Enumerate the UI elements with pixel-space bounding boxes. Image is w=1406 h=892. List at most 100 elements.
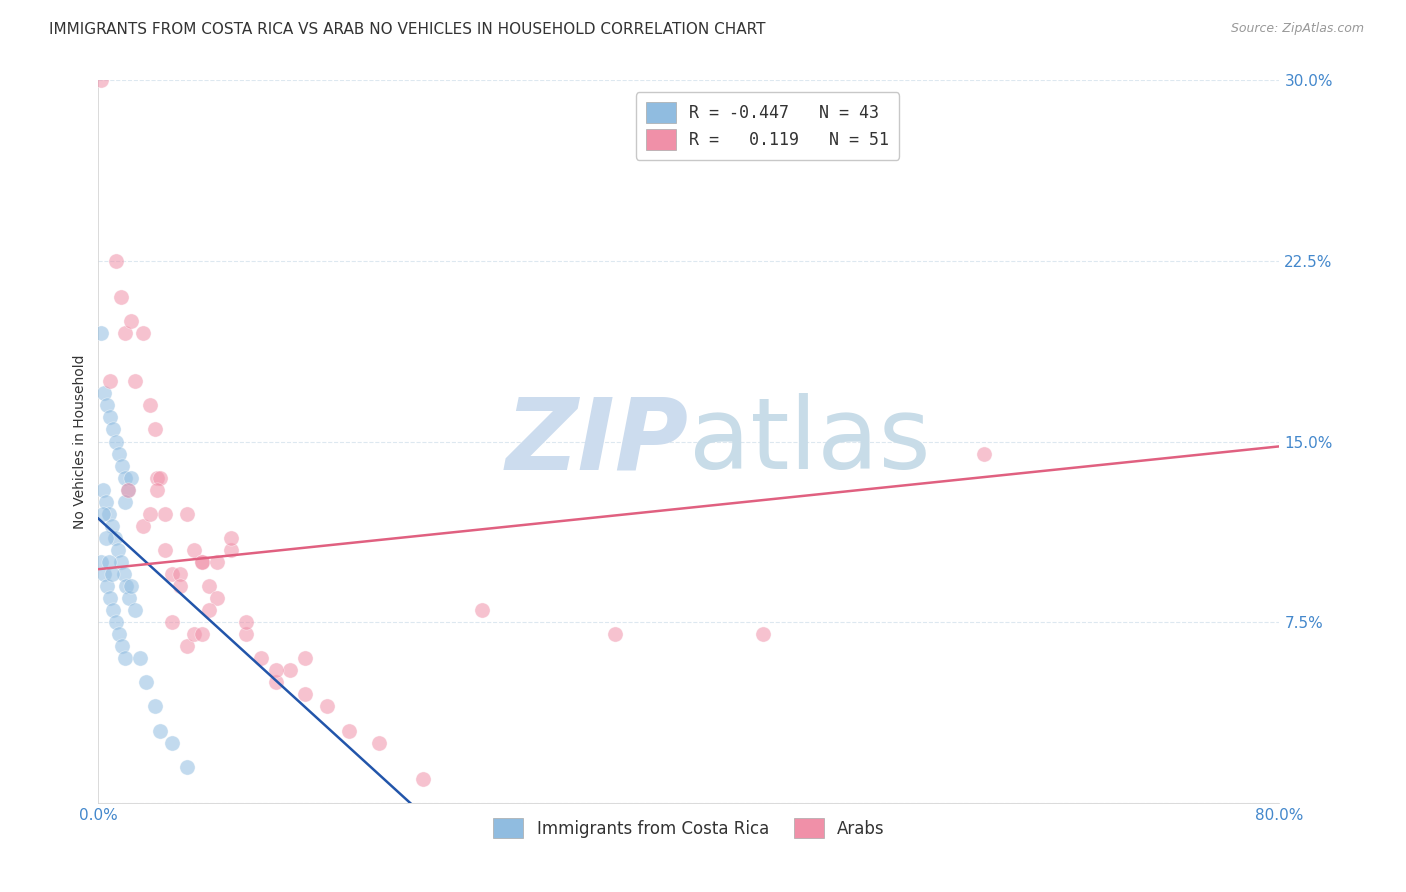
- Point: [191, 555, 214, 569]
- Text: IMMIGRANTS FROM COSTA RICA VS ARAB NO VEHICLES IN HOUSEHOLD CORRELATION CHART: IMMIGRANTS FROM COSTA RICA VS ARAB NO VE…: [49, 22, 766, 37]
- Point: [90, 326, 112, 340]
- Point: [169, 567, 191, 582]
- Point: [91, 483, 114, 497]
- Point: [191, 555, 214, 569]
- Point: [294, 651, 316, 665]
- Point: [132, 518, 155, 533]
- Point: [108, 627, 131, 641]
- Point: [183, 542, 205, 557]
- Point: [235, 627, 257, 641]
- Point: [120, 470, 142, 484]
- Point: [221, 531, 243, 545]
- Point: [103, 603, 125, 617]
- Point: [114, 470, 136, 484]
- Point: [176, 639, 198, 653]
- Point: [98, 410, 121, 425]
- Point: [250, 651, 273, 665]
- Text: ZIP: ZIP: [506, 393, 689, 490]
- Point: [183, 627, 205, 641]
- Point: [107, 542, 129, 557]
- Point: [128, 651, 150, 665]
- Point: [105, 434, 128, 449]
- Point: [96, 398, 118, 412]
- Point: [94, 531, 117, 545]
- Point: [120, 314, 142, 328]
- Point: [117, 483, 139, 497]
- Point: [100, 518, 122, 533]
- Point: [91, 507, 114, 521]
- Point: [135, 675, 157, 690]
- Point: [139, 507, 162, 521]
- Point: [198, 603, 221, 617]
- Point: [98, 374, 121, 388]
- Point: [205, 555, 228, 569]
- Point: [114, 494, 136, 508]
- Point: [110, 290, 132, 304]
- Point: [112, 567, 135, 582]
- Point: [605, 627, 627, 641]
- Point: [97, 555, 120, 569]
- Point: [139, 398, 162, 412]
- Point: [124, 374, 146, 388]
- Point: [162, 735, 183, 749]
- Point: [149, 470, 172, 484]
- Point: [146, 470, 169, 484]
- Point: [368, 735, 391, 749]
- Point: [153, 542, 176, 557]
- Point: [96, 579, 118, 593]
- Point: [221, 542, 243, 557]
- Point: [100, 567, 122, 582]
- Text: Source: ZipAtlas.com: Source: ZipAtlas.com: [1230, 22, 1364, 36]
- Point: [98, 591, 121, 605]
- Y-axis label: No Vehicles in Household: No Vehicles in Household: [73, 354, 87, 529]
- Point: [973, 446, 995, 460]
- Point: [153, 507, 176, 521]
- Point: [115, 579, 138, 593]
- Point: [103, 422, 125, 436]
- Point: [169, 579, 191, 593]
- Point: [146, 483, 169, 497]
- Point: [205, 591, 228, 605]
- Point: [176, 507, 198, 521]
- Point: [752, 627, 775, 641]
- Point: [412, 772, 434, 786]
- Point: [176, 760, 198, 774]
- Point: [235, 615, 257, 630]
- Point: [162, 615, 183, 630]
- Point: [198, 579, 221, 593]
- Point: [316, 699, 339, 714]
- Point: [105, 615, 128, 630]
- Point: [149, 723, 172, 738]
- Legend: Immigrants from Costa Rica, Arabs: Immigrants from Costa Rica, Arabs: [486, 812, 891, 845]
- Point: [264, 675, 287, 690]
- Point: [90, 555, 112, 569]
- Point: [339, 723, 361, 738]
- Point: [111, 639, 134, 653]
- Point: [162, 567, 183, 582]
- Point: [111, 458, 134, 473]
- Point: [132, 326, 155, 340]
- Point: [93, 386, 115, 401]
- Point: [124, 603, 146, 617]
- Point: [90, 73, 112, 87]
- Point: [114, 326, 136, 340]
- Point: [280, 664, 302, 678]
- Point: [264, 664, 287, 678]
- Point: [120, 579, 142, 593]
- Point: [114, 651, 136, 665]
- Point: [143, 422, 166, 436]
- Point: [110, 555, 132, 569]
- Point: [143, 699, 166, 714]
- Point: [294, 687, 316, 701]
- Point: [108, 446, 131, 460]
- Point: [105, 253, 128, 268]
- Point: [191, 627, 214, 641]
- Point: [117, 483, 139, 497]
- Point: [94, 494, 117, 508]
- Point: [104, 531, 127, 545]
- Point: [118, 591, 141, 605]
- Point: [471, 603, 494, 617]
- Text: atlas: atlas: [689, 393, 931, 490]
- Point: [97, 507, 120, 521]
- Point: [93, 567, 115, 582]
